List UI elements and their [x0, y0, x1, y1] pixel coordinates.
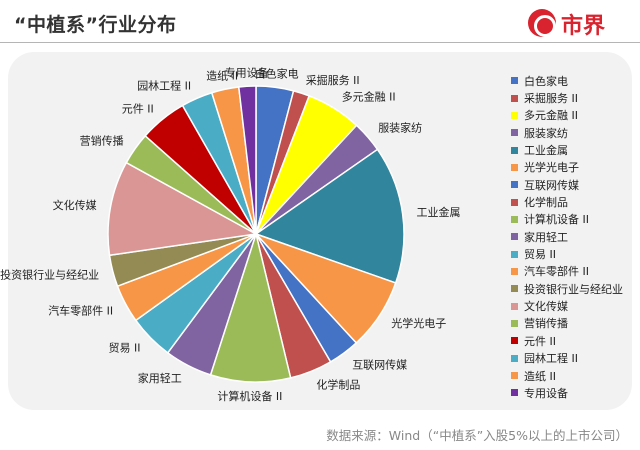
legend-label: 投资银行业与经纪业	[524, 282, 623, 296]
slice-label-15: 元件 II	[122, 102, 154, 115]
slice-label-11: 汽车零部件 II	[48, 304, 113, 318]
brand-logo: 市界	[528, 8, 632, 39]
legend-item-7: 化学制品	[511, 193, 631, 210]
legend-label: 营销传播	[524, 317, 568, 331]
legend-swatch	[511, 163, 518, 171]
chart-title: “中植系”行业分布	[14, 14, 177, 36]
legend-label: 多元金融 II	[524, 109, 578, 123]
legend-swatch	[511, 181, 518, 189]
legend-item-3: 服装家纺	[511, 124, 631, 141]
slice-label-14: 营销传播	[80, 134, 124, 148]
legend-swatch	[511, 129, 518, 137]
legend-item-0: 白色家电	[511, 72, 631, 89]
slice-label-6: 互联网传媒	[352, 358, 407, 371]
slice-label-10: 贸易 II	[109, 342, 141, 355]
slice-label-1: 采掘服务 II	[306, 73, 360, 87]
legend-label: 园林工程 II	[524, 352, 578, 366]
legend-item-6: 互联网传媒	[511, 176, 631, 193]
slice-label-0: 白色家电	[255, 66, 299, 80]
legend-swatch	[511, 77, 518, 85]
legend-item-16: 园林工程 II	[511, 350, 631, 367]
legend-item-13: 文化传媒	[511, 297, 631, 314]
legend-label: 工业金属	[524, 144, 568, 158]
legend-swatch	[511, 389, 518, 397]
legend-swatch	[511, 233, 518, 241]
slice-label-4: 工业金属	[417, 205, 461, 219]
slice-label-9: 家用轻工	[138, 371, 182, 385]
pie-slice-8	[209, 231, 292, 383]
legend-label: 元件 II	[524, 334, 556, 348]
slice-label-3: 服装家纺	[378, 121, 422, 135]
legend-label: 文化传媒	[524, 300, 568, 314]
legend-item-4: 工业金属	[511, 141, 631, 158]
slice-label-18: 专用设备	[225, 65, 269, 79]
logo-icon	[528, 9, 556, 37]
legend-item-1: 采掘服务 II	[511, 89, 631, 106]
slice-label-12: 投资银行业与经纪业	[0, 267, 99, 281]
legend-label: 计算机设备 II	[524, 213, 589, 227]
legend-item-2: 多元金融 II	[511, 107, 631, 124]
legend-item-8: 计算机设备 II	[511, 211, 631, 228]
legend-item-12: 投资银行业与经纪业	[511, 280, 631, 297]
legend-label: 服装家纺	[524, 126, 568, 140]
legend-swatch	[511, 319, 518, 327]
slice-label-17: 造纸 II	[206, 69, 238, 83]
legend-label: 贸易 II	[524, 248, 556, 262]
legend-item-11: 汽车零部件 II	[511, 263, 631, 280]
legend-swatch	[511, 372, 518, 380]
legend-swatch	[511, 267, 518, 275]
source-note: 数据来源：Wind（“中植系”入股5%以上的上市公司）	[326, 428, 628, 443]
legend-swatch	[511, 302, 518, 310]
legend-label: 采掘服务 II	[524, 92, 578, 106]
slice-label-8: 计算机设备 II	[217, 389, 282, 403]
legend-swatch	[511, 250, 518, 258]
slice-label-5: 光学光电子	[391, 316, 446, 330]
legend-item-18: 专用设备	[511, 384, 631, 401]
legend-item-15: 元件 II	[511, 332, 631, 349]
legend-label: 家用轻工	[524, 230, 568, 244]
legend-swatch	[511, 111, 518, 119]
legend-label: 白色家电	[524, 74, 568, 88]
pie-slice-18	[237, 85, 257, 235]
legend-swatch	[511, 337, 518, 345]
chart-legend: 白色家电采掘服务 II 多元金融 II 服装家纺工业金属光学光电子互联网传媒化学制品…	[511, 72, 631, 402]
legend-label: 造纸 II	[524, 369, 556, 383]
slice-label-16: 园林工程 II	[137, 79, 191, 93]
legend-swatch	[511, 94, 518, 102]
legend-item-5: 光学光电子	[511, 159, 631, 176]
legend-label: 专用设备	[524, 386, 568, 400]
legend-swatch	[511, 146, 518, 154]
legend-swatch	[511, 215, 518, 223]
title-divider	[0, 42, 640, 43]
legend-label: 光学光电子	[524, 161, 579, 175]
legend-label: 互联网传媒	[524, 178, 579, 192]
legend-swatch	[511, 285, 518, 293]
legend-item-14: 营销传播	[511, 315, 631, 332]
pie-slice-4	[254, 148, 405, 284]
legend-label: 汽车零部件 II	[524, 265, 589, 279]
pie-slice-13	[107, 161, 259, 257]
logo-text: 市界	[561, 14, 606, 39]
legend-item-17: 造纸 II	[511, 367, 631, 384]
legend-label: 化学制品	[524, 196, 568, 210]
slice-label-7: 化学制品	[316, 377, 360, 391]
slice-label-2: 多元金融 II	[342, 90, 396, 104]
legend-swatch	[511, 354, 518, 362]
slice-label-13: 文化传媒	[53, 198, 97, 212]
legend-item-10: 贸易 II	[511, 245, 631, 262]
legend-swatch	[511, 198, 518, 206]
legend-item-9: 家用轻工	[511, 228, 631, 245]
